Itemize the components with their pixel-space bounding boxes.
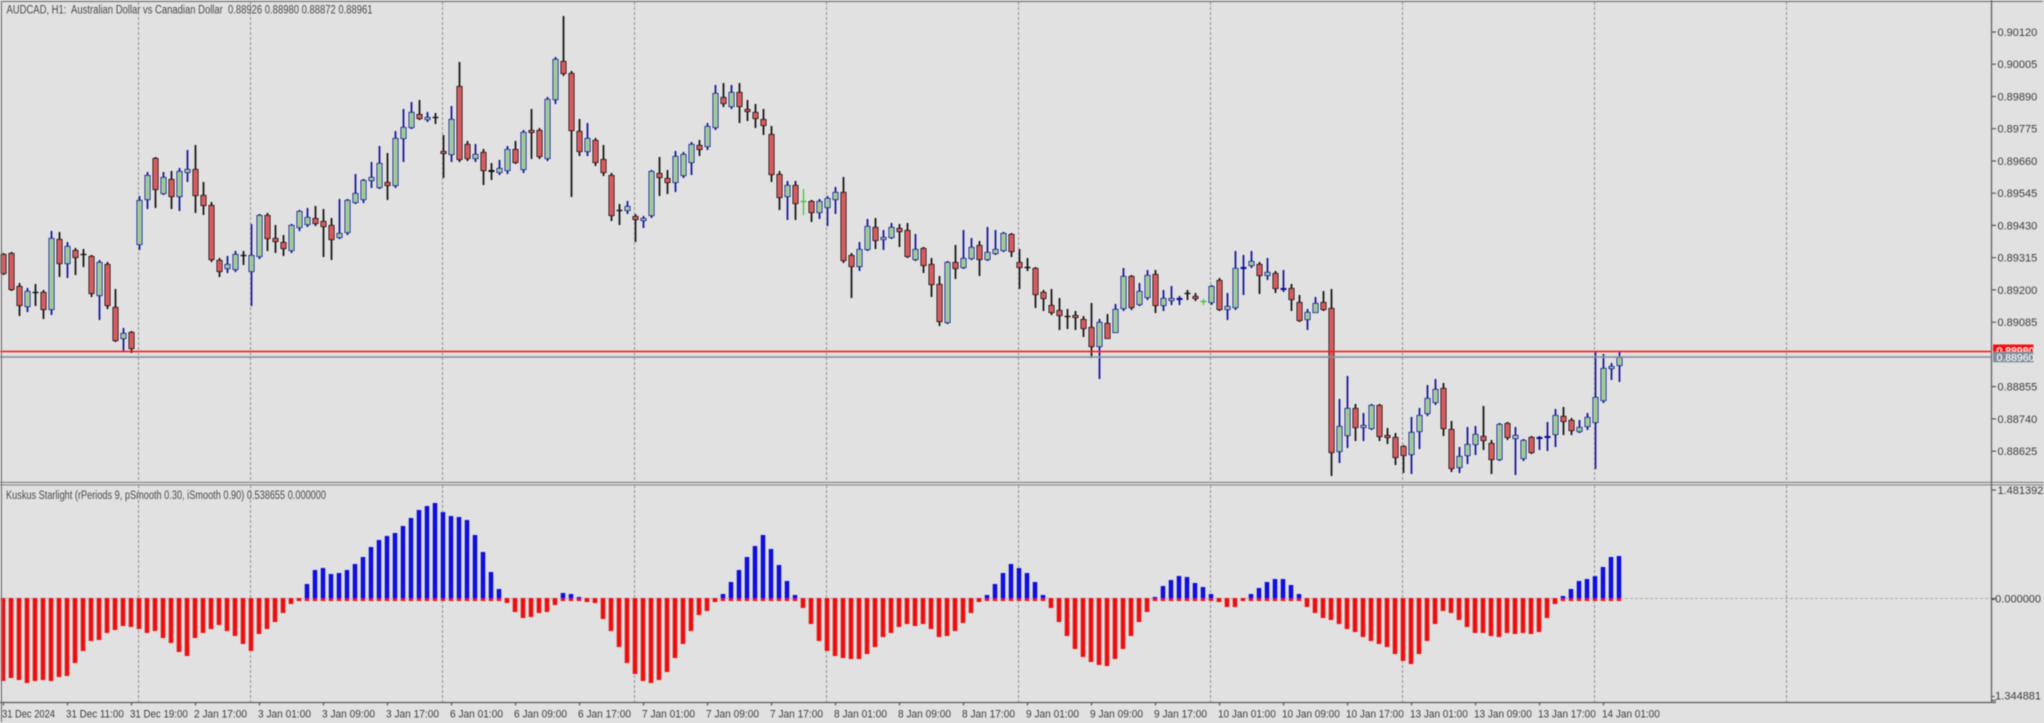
svg-text:31 Dec 2024: 31 Dec 2024 [2,709,55,721]
svg-text:7 Jan 17:00: 7 Jan 17:00 [770,709,823,721]
svg-text:8 Jan 09:00: 8 Jan 09:00 [898,709,951,721]
svg-text:AUDCAD, H1: Australian Dollar: AUDCAD, H1: Australian Dollar vs Canadia… [7,5,373,17]
svg-text:0.89085: 0.89085 [1998,317,2038,329]
svg-text:2 Jan 17:00: 2 Jan 17:00 [194,709,247,721]
svg-text:6 Jan 17:00: 6 Jan 17:00 [578,709,631,721]
svg-text:0.89775: 0.89775 [1998,124,2038,136]
svg-text:Kuskus Starlight (rPeriods 9,: Kuskus Starlight (rPeriods 9, pSmooth 0.… [6,490,326,502]
svg-text:9 Jan 01:00: 9 Jan 01:00 [1026,709,1079,721]
svg-text:9 Jan 17:00: 9 Jan 17:00 [1154,709,1207,721]
svg-text:6 Jan 01:00: 6 Jan 01:00 [450,709,503,721]
svg-text:-0.000000: -0.000000 [1992,594,2042,606]
svg-text:3 Jan 17:00: 3 Jan 17:00 [386,709,439,721]
svg-text:14 Jan 01:00: 14 Jan 01:00 [1602,709,1660,721]
svg-text:0.88740: 0.88740 [1998,414,2038,426]
svg-text:10 Jan 09:00: 10 Jan 09:00 [1282,709,1340,721]
svg-text:0.89200: 0.89200 [1998,285,2038,297]
svg-text:0.89430: 0.89430 [1998,220,2038,232]
svg-text:0.90120: 0.90120 [1998,27,2038,39]
svg-text:9 Jan 09:00: 9 Jan 09:00 [1090,709,1143,721]
svg-text:0.88960: 0.88960 [1997,352,2035,364]
svg-text:10 Jan 17:00: 10 Jan 17:00 [1346,709,1404,721]
svg-text:1.481392: 1.481392 [1998,485,2044,497]
svg-text:0.89890: 0.89890 [1998,92,2038,104]
svg-text:0.88855: 0.88855 [1998,382,2038,394]
svg-text:31 Dec 19:00: 31 Dec 19:00 [130,709,188,721]
svg-text:13 Jan 01:00: 13 Jan 01:00 [1410,709,1468,721]
svg-text:0.89315: 0.89315 [1998,253,2038,265]
svg-text:3 Jan 01:00: 3 Jan 01:00 [258,709,311,721]
svg-text:0.90005: 0.90005 [1998,59,2038,71]
svg-text:7 Jan 09:00: 7 Jan 09:00 [706,709,759,721]
svg-text:3 Jan 09:00: 3 Jan 09:00 [322,709,375,721]
svg-text:10 Jan 01:00: 10 Jan 01:00 [1218,709,1276,721]
svg-text:-1.344881: -1.344881 [1992,691,2042,703]
svg-text:6 Jan 09:00: 6 Jan 09:00 [514,709,567,721]
svg-text:31 Dec 11:00: 31 Dec 11:00 [66,709,124,721]
svg-text:8 Jan 01:00: 8 Jan 01:00 [834,709,887,721]
svg-text:0.89660: 0.89660 [1998,156,2038,168]
svg-text:13 Jan 17:00: 13 Jan 17:00 [1538,709,1596,721]
svg-text:7 Jan 01:00: 7 Jan 01:00 [642,709,695,721]
svg-text:13 Jan 09:00: 13 Jan 09:00 [1474,709,1532,721]
svg-text:0.89545: 0.89545 [1998,188,2038,200]
svg-text:8 Jan 17:00: 8 Jan 17:00 [962,709,1015,721]
svg-text:0.88625: 0.88625 [1998,446,2038,458]
